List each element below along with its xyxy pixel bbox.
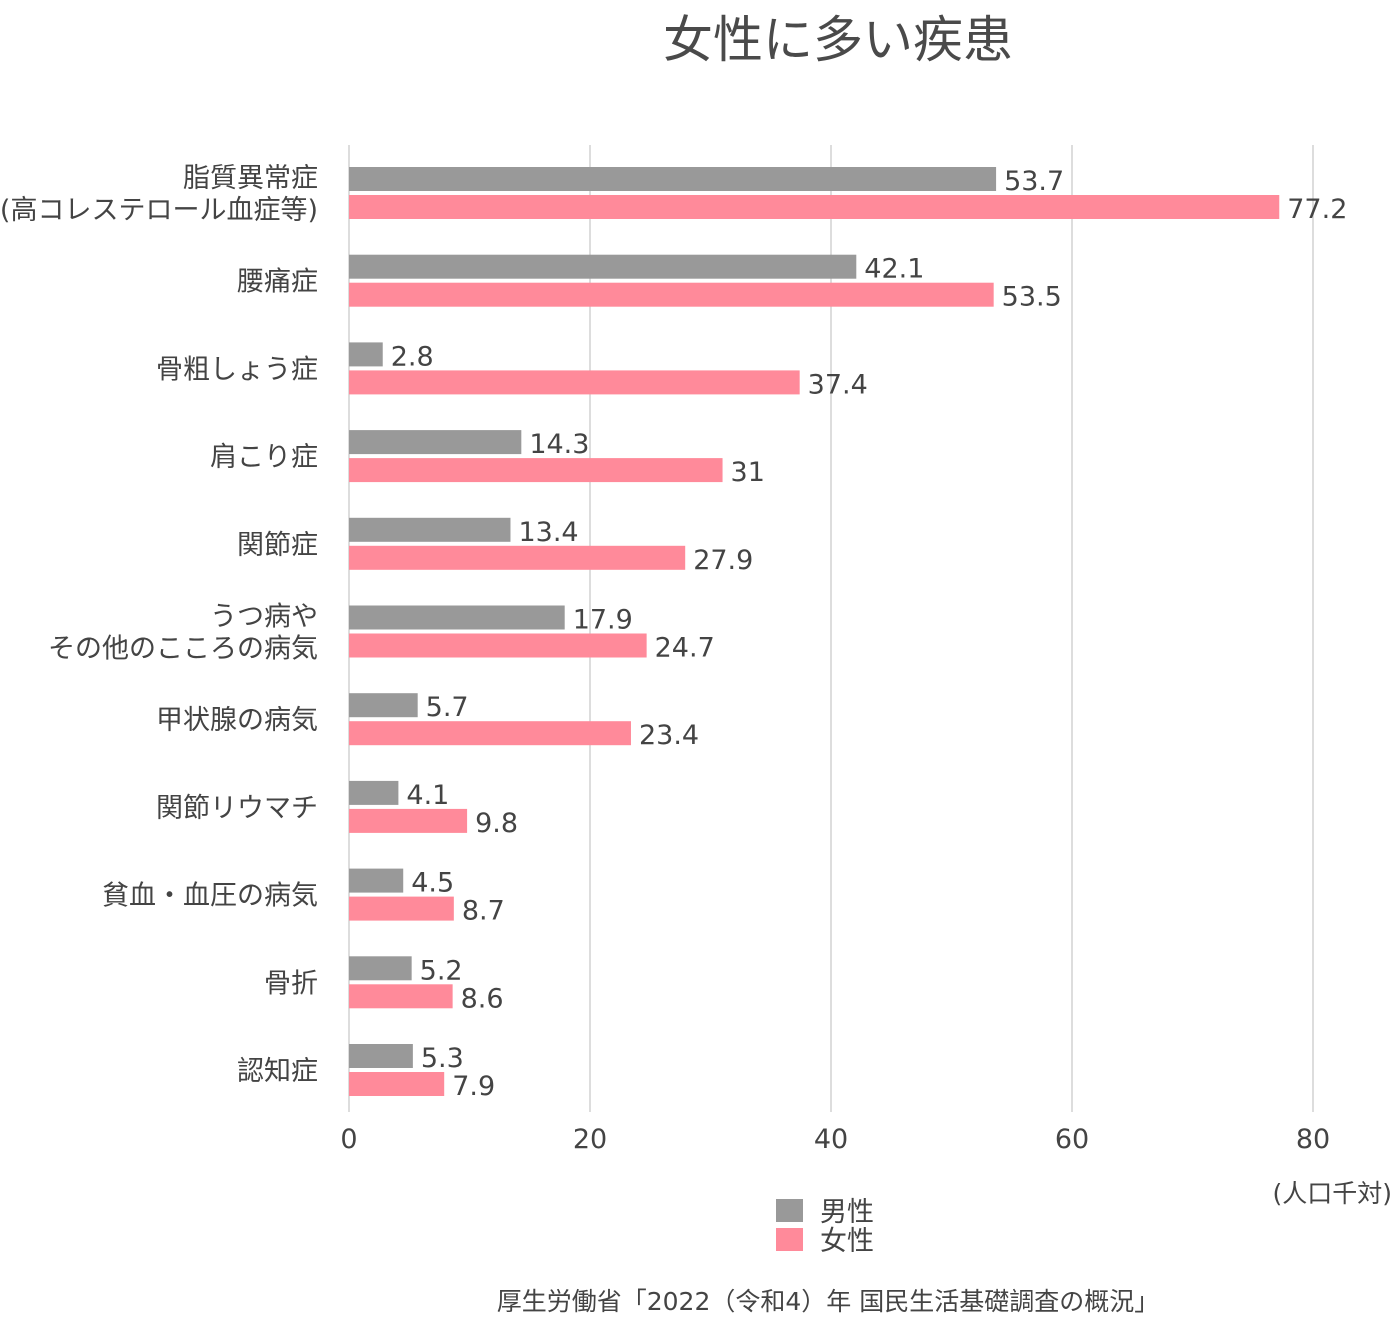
value-label-male-9: 5.2 xyxy=(420,955,463,986)
bar-male-2 xyxy=(349,342,383,367)
x-tick-label-20: 20 xyxy=(573,1124,607,1155)
value-label-male-3: 14.3 xyxy=(529,429,589,460)
category-label-0-line-0: 脂質異常症 xyxy=(183,163,318,194)
source-note: 厚生労働省「2022（令和4）年 国民生活基礎調査の概況」 xyxy=(497,1287,1159,1316)
x-tick-label-0: 0 xyxy=(340,1124,357,1155)
category-label-0-line-1: (高コレステロール血症等) xyxy=(0,195,318,226)
value-label-female-7: 9.8 xyxy=(475,808,518,839)
value-label-female-8: 8.7 xyxy=(462,896,505,927)
category-label-7: 関節リウマチ xyxy=(156,793,318,824)
x-tick-label-40: 40 xyxy=(814,1124,848,1155)
value-label-male-5: 17.9 xyxy=(573,605,633,636)
value-label-female-1: 53.5 xyxy=(1002,282,1062,313)
bar-female-3 xyxy=(349,458,723,483)
x-axis-ticks: 0 20 40 60 80 xyxy=(340,1124,1330,1155)
category-label-1: 腰痛症 xyxy=(237,267,318,298)
bar-female-10 xyxy=(349,1072,445,1096)
chart-title: 女性に多い疾患 xyxy=(663,11,1013,69)
category-label-8: 貧血・血圧の病気 xyxy=(102,881,318,912)
x-tick-label-80: 80 xyxy=(1296,1124,1330,1155)
bar-male-8 xyxy=(349,868,404,893)
value-label-male-10: 5.3 xyxy=(421,1043,464,1074)
bar-male-9 xyxy=(349,956,412,981)
bar-female-8 xyxy=(349,896,454,921)
value-label-female-6: 23.4 xyxy=(639,720,699,751)
category-label-10: 認知症 xyxy=(237,1056,318,1087)
category-label-3: 肩こり症 xyxy=(210,442,318,473)
value-label-female-0: 77.2 xyxy=(1287,194,1347,225)
category-label-6: 甲状腺の病気 xyxy=(156,705,318,736)
category-label-5-line-0: うつ病や xyxy=(210,602,318,633)
value-label-female-3: 31 xyxy=(731,457,765,488)
bar-female-1 xyxy=(349,282,994,307)
category-label-2: 骨粗しょう症 xyxy=(156,354,318,385)
bar-male-10 xyxy=(349,1044,413,1068)
category-labels: 脂質異常症(高コレステロール血症等) 腰痛症骨粗しょう症肩こり症関節症うつ病やその… xyxy=(0,163,318,1087)
value-label-male-7: 4.1 xyxy=(406,780,449,811)
bar-male-0 xyxy=(349,167,997,191)
bar-male-6 xyxy=(349,693,418,718)
bar-female-9 xyxy=(349,984,453,1009)
legend-swatch-male xyxy=(776,1199,803,1222)
value-label-female-4: 27.9 xyxy=(693,545,753,576)
bar-female-7 xyxy=(349,808,468,833)
bar-female-5 xyxy=(349,633,647,658)
value-label-male-2: 2.8 xyxy=(391,341,434,372)
x-axis-unit-label: (人口千対) xyxy=(1272,1179,1392,1208)
legend: 男性 女性 xyxy=(776,1197,874,1257)
value-label-male-1: 42.1 xyxy=(864,254,924,285)
bar-male-7 xyxy=(349,780,399,805)
bar-female-2 xyxy=(349,370,800,395)
bar-female-6 xyxy=(349,721,631,746)
bar-male-4 xyxy=(349,517,511,542)
bar-female-0 xyxy=(349,195,1280,219)
value-label-male-0: 53.7 xyxy=(1004,166,1064,197)
legend-swatch-female xyxy=(776,1228,803,1251)
category-label-5-line-1: その他のこころの病気 xyxy=(48,634,318,665)
value-label-male-6: 5.7 xyxy=(426,692,469,723)
legend-label-female: 女性 xyxy=(820,1226,874,1257)
value-label-female-10: 7.9 xyxy=(452,1071,495,1102)
bar-male-1 xyxy=(349,254,857,279)
x-tick-label-60: 60 xyxy=(1055,1124,1089,1155)
value-label-female-9: 8.6 xyxy=(461,983,504,1014)
bar-male-5 xyxy=(349,605,565,630)
bar-male-3 xyxy=(349,430,522,455)
legend-label-male: 男性 xyxy=(820,1197,874,1228)
bars: 53.7 77.2 42.1 53.5 2.8 37.4 14.3 31 13.4 27.9 17.… xyxy=(349,166,1347,1102)
category-label-9: 骨折 xyxy=(264,968,318,999)
bar-female-4 xyxy=(349,545,686,570)
value-label-female-5: 24.7 xyxy=(655,633,715,664)
value-label-female-2: 37.4 xyxy=(808,369,868,400)
value-label-male-8: 4.5 xyxy=(411,868,454,899)
value-label-male-4: 13.4 xyxy=(518,517,578,548)
category-label-4: 関節症 xyxy=(237,530,318,561)
